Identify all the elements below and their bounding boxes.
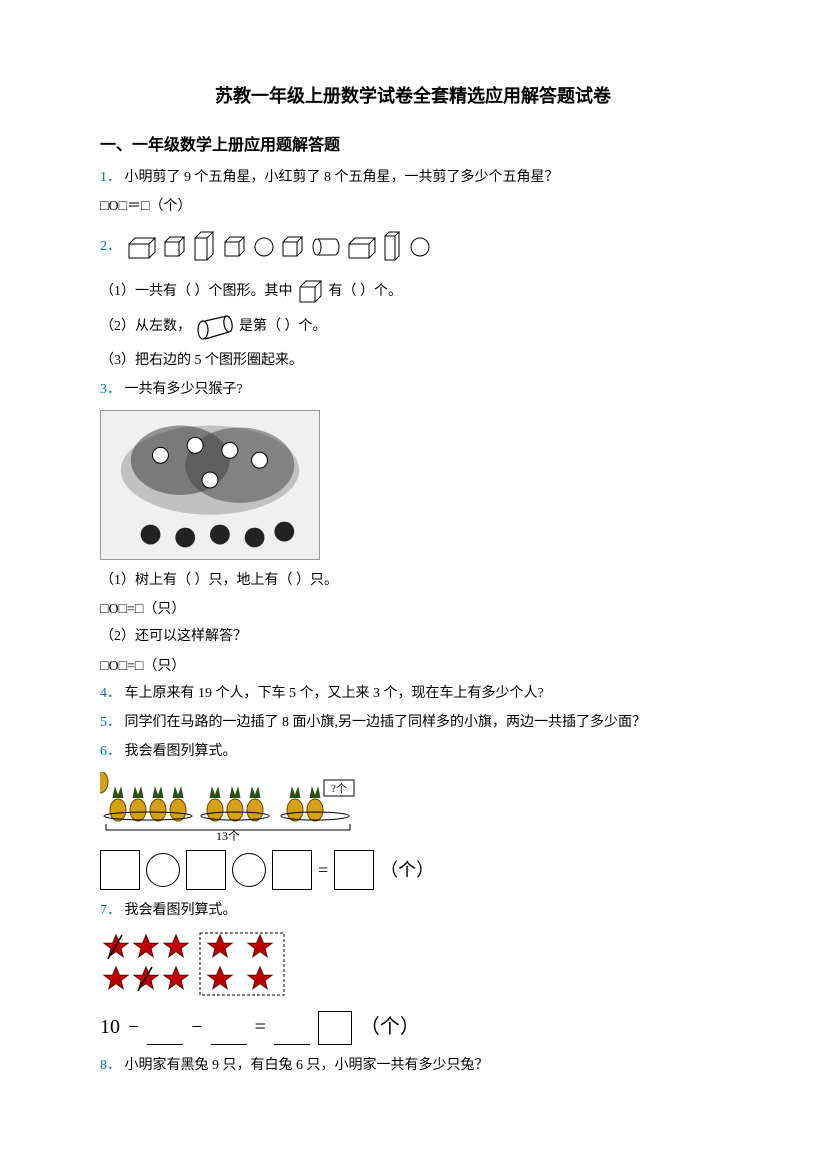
cylinder-icon xyxy=(311,236,341,258)
question-6: 6． 我会看图列算式。 xyxy=(100,739,726,764)
question-2: 2． xyxy=(100,222,726,272)
eq-circle xyxy=(146,853,180,887)
cube-inline-icon xyxy=(297,278,325,306)
q3-expr2: □O□=□（只） xyxy=(100,654,726,679)
tall-cuboid-icon-2 xyxy=(383,230,403,264)
question-5: 5． 同学们在马路的一边插了 8 面小旗,另一边插了同样多的小旗，两边一共插了多… xyxy=(100,710,726,735)
blank xyxy=(211,1023,247,1045)
unit: （个） xyxy=(360,1009,420,1045)
question-7: 7． 我会看图列算式。 xyxy=(100,898,726,923)
q1-num: 1． xyxy=(100,170,121,185)
section-header: 一、一年级数学上册应用题解答题 xyxy=(100,132,726,161)
q5-text: 同学们在马路的一边插了 8 面小旗,另一边插了同样多的小旗，两边一共插了多少面？ xyxy=(125,715,647,730)
q7-equation: 10 − − = （个） xyxy=(100,1009,726,1045)
cube-icon-2 xyxy=(223,234,247,260)
result-box xyxy=(318,1011,352,1045)
q2-num: 2． xyxy=(100,234,121,259)
q3-expr1: □O□=□（只） xyxy=(100,597,726,622)
q3-text: 一共有多少只猴子? xyxy=(125,382,243,397)
page-title: 苏教一年级上册数学试卷全套精选应用解答题试卷 xyxy=(100,80,726,112)
ten: 10 xyxy=(100,1009,120,1045)
cuboid-icon-2 xyxy=(347,234,377,260)
cube-icon xyxy=(163,234,187,260)
eq-box xyxy=(100,850,140,890)
equals: = xyxy=(255,1009,266,1045)
question-8: 8． 小明家有黑兔 9 只，有白兔 6 只，小明家一共有多少只兔？ xyxy=(100,1053,726,1078)
equals: = xyxy=(318,854,328,886)
q7-text: 我会看图列算式。 xyxy=(125,903,237,918)
q2-sub1: （1）一共有（ ）个图形。其中 有（ ）个。 xyxy=(100,278,726,306)
q6-num: 6． xyxy=(100,744,121,759)
q8-text: 小明家有黑兔 9 只，有白兔 6 只，小明家一共有多少只兔？ xyxy=(125,1058,489,1073)
tall-cuboid-icon xyxy=(193,230,217,264)
q7-num: 7． xyxy=(100,903,121,918)
q2-sub1-b: 有（ ）个。 xyxy=(329,279,403,304)
q2-sub2-a: （2）从左数， xyxy=(100,314,191,339)
minus: − xyxy=(191,1009,202,1045)
minus: − xyxy=(128,1009,139,1045)
cuboid-icon xyxy=(127,234,157,260)
q1-expr: □O□＝□（个） xyxy=(100,194,726,219)
cube-icon-3 xyxy=(281,234,305,260)
q3-sub1: （1）树上有（ ）只，地上有（ ）只。 xyxy=(100,568,726,593)
question-1: 1． 小明剪了 9 个五角星，小红剪了 8 个五角星，一共剪了多少个五角星？ xyxy=(100,165,726,190)
svg-text:?个: ?个 xyxy=(331,782,347,795)
sphere-icon-2 xyxy=(409,236,431,258)
unit: （个） xyxy=(380,854,434,886)
q4-text: 车上原来有 19 个人，下车 5 个，又上来 3 个，现在车上有多少个人? xyxy=(125,686,544,701)
eq-circle xyxy=(232,853,266,887)
q2-sub1-a: （1）一共有（ ）个图形。其中 xyxy=(100,279,293,304)
q2-sub2-b: 是第（ ）个。 xyxy=(239,314,327,339)
stars-illustration xyxy=(100,931,726,1001)
question-3: 3． 一共有多少只猴子? xyxy=(100,377,726,402)
q1-text: 小明剪了 9 个五角星，小红剪了 8 个五角星，一共剪了多少个五角星？ xyxy=(125,170,559,185)
blank xyxy=(147,1023,183,1045)
q6-text: 我会看图列算式。 xyxy=(125,744,237,759)
q3-num: 3． xyxy=(100,382,121,397)
q2-sub3: （3）把右边的 5 个图形圈起来。 xyxy=(100,348,726,373)
q4-num: 4． xyxy=(100,686,121,701)
q2-sub2: （2）从左数， 是第（ ）个。 xyxy=(100,312,726,342)
q8-num: 8． xyxy=(100,1058,121,1073)
q3-sub2: （2）还可以这样解答？ xyxy=(100,624,726,649)
eq-box xyxy=(272,850,312,890)
cylinder-inline-icon xyxy=(195,312,235,342)
eq-box xyxy=(334,850,374,890)
q6-equation: = （个） xyxy=(100,850,726,890)
monkey-illustration xyxy=(100,410,320,560)
eq-box xyxy=(186,850,226,890)
sphere-icon xyxy=(253,236,275,258)
shapes-row xyxy=(127,230,431,264)
q5-num: 5． xyxy=(100,715,121,730)
pineapple-illustration: ?个 13个 xyxy=(100,772,726,842)
blank xyxy=(274,1023,310,1045)
question-4: 4． 车上原来有 19 个人，下车 5 个，又上来 3 个，现在车上有多少个人? xyxy=(100,681,726,706)
svg-text:13个: 13个 xyxy=(216,829,240,842)
